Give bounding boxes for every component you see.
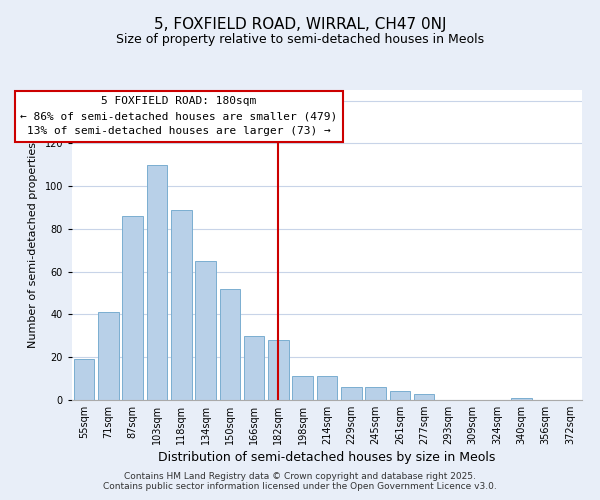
- Text: Contains HM Land Registry data © Crown copyright and database right 2025.: Contains HM Land Registry data © Crown c…: [124, 472, 476, 481]
- Bar: [268, 340, 289, 400]
- Bar: [74, 360, 94, 400]
- Bar: [244, 336, 265, 400]
- Text: Contains public sector information licensed under the Open Government Licence v3: Contains public sector information licen…: [103, 482, 497, 491]
- Bar: [195, 261, 216, 400]
- Bar: [220, 289, 240, 400]
- Bar: [414, 394, 434, 400]
- Text: 5, FOXFIELD ROAD, WIRRAL, CH47 0NJ: 5, FOXFIELD ROAD, WIRRAL, CH47 0NJ: [154, 18, 446, 32]
- X-axis label: Distribution of semi-detached houses by size in Meols: Distribution of semi-detached houses by …: [158, 452, 496, 464]
- Bar: [292, 376, 313, 400]
- Bar: [365, 387, 386, 400]
- Bar: [146, 165, 167, 400]
- Text: 5 FOXFIELD ROAD: 180sqm
← 86% of semi-detached houses are smaller (479)
13% of s: 5 FOXFIELD ROAD: 180sqm ← 86% of semi-de…: [20, 96, 337, 136]
- Y-axis label: Number of semi-detached properties: Number of semi-detached properties: [28, 142, 38, 348]
- Bar: [122, 216, 143, 400]
- Bar: [171, 210, 191, 400]
- Bar: [98, 312, 119, 400]
- Bar: [389, 392, 410, 400]
- Text: Size of property relative to semi-detached houses in Meols: Size of property relative to semi-detach…: [116, 32, 484, 46]
- Bar: [511, 398, 532, 400]
- Bar: [317, 376, 337, 400]
- Bar: [341, 387, 362, 400]
